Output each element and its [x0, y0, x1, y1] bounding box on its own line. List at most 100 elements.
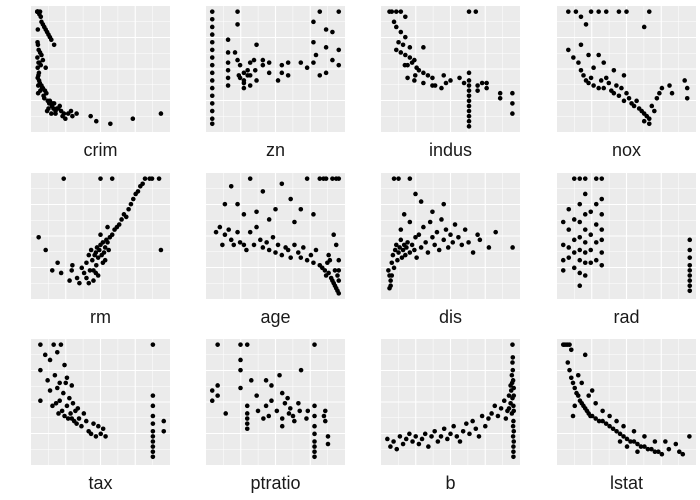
data-point	[388, 278, 393, 283]
data-point	[336, 257, 342, 263]
data-point	[223, 411, 229, 416]
data-point	[37, 9, 43, 14]
data-point	[393, 24, 399, 30]
data-point	[461, 80, 467, 86]
data-point	[50, 403, 55, 409]
data-point	[247, 229, 253, 235]
data-point	[93, 118, 99, 124]
data-point	[577, 257, 583, 263]
data-point	[687, 263, 693, 268]
data-point	[448, 232, 453, 238]
data-point	[393, 9, 399, 14]
data-point	[264, 240, 269, 245]
data-point	[566, 227, 572, 232]
panel-dis: dis	[381, 173, 520, 327]
data-point	[150, 449, 156, 454]
data-point	[567, 342, 572, 347]
data-point	[222, 232, 228, 238]
panel-label: dis	[439, 307, 462, 327]
data-point	[466, 78, 472, 83]
data-point	[645, 446, 651, 452]
data-point	[41, 96, 47, 101]
data-point	[36, 234, 41, 240]
data-point	[106, 247, 111, 253]
data-point	[577, 283, 583, 288]
data-point	[638, 444, 644, 449]
data-point	[427, 219, 433, 225]
data-point	[511, 408, 517, 414]
data-point	[53, 108, 58, 114]
data-point	[450, 240, 456, 245]
data-point	[98, 431, 104, 437]
data-point	[588, 209, 594, 215]
data-point	[296, 400, 301, 406]
data-point	[67, 278, 72, 283]
data-point	[631, 429, 637, 434]
data-point	[646, 121, 652, 127]
data-point	[621, 73, 627, 78]
data-point	[241, 242, 247, 248]
data-point	[588, 247, 594, 253]
data-point	[269, 398, 274, 404]
data-point	[209, 78, 215, 83]
data-point	[285, 395, 290, 401]
data-point	[486, 416, 491, 421]
data-point	[510, 355, 516, 360]
data-point	[475, 83, 480, 88]
data-point	[475, 88, 480, 93]
data-point	[251, 242, 257, 248]
data-point	[93, 263, 99, 268]
data-point	[336, 62, 342, 68]
data-point	[571, 237, 577, 243]
data-point	[475, 232, 480, 238]
data-point	[277, 372, 282, 378]
data-point	[425, 73, 431, 78]
data-point	[571, 250, 577, 255]
data-point	[642, 434, 647, 439]
data-point	[497, 96, 503, 101]
data-point	[150, 342, 156, 347]
data-point	[510, 434, 516, 439]
data-point	[45, 378, 50, 383]
data-point	[571, 176, 577, 181]
data-point	[312, 454, 317, 460]
data-point	[611, 67, 617, 73]
data-point	[232, 50, 238, 55]
data-point	[577, 247, 583, 253]
data-point	[247, 60, 253, 65]
data-point	[77, 280, 82, 286]
data-point	[510, 423, 516, 429]
data-point	[649, 103, 655, 109]
data-point	[150, 403, 156, 409]
data-point	[400, 441, 406, 447]
data-point	[560, 242, 566, 248]
data-point	[70, 400, 76, 406]
data-point	[62, 413, 67, 419]
data-point	[254, 42, 259, 48]
data-point	[426, 444, 431, 449]
data-point	[631, 439, 637, 444]
data-point	[441, 201, 447, 207]
data-point	[102, 245, 108, 250]
data-point	[330, 29, 335, 35]
data-point	[470, 418, 475, 424]
data-point	[582, 240, 588, 245]
data-point	[57, 380, 62, 386]
data-point	[425, 250, 431, 255]
data-point	[588, 232, 594, 238]
data-point	[511, 418, 516, 424]
data-point	[430, 234, 435, 240]
data-point	[100, 240, 106, 245]
data-point	[36, 60, 41, 65]
data-point	[568, 347, 574, 353]
data-point	[105, 224, 110, 230]
panel-label: indus	[429, 140, 472, 160]
data-point	[405, 240, 410, 245]
data-point	[244, 342, 250, 347]
data-point	[109, 176, 115, 181]
data-point	[628, 439, 633, 444]
data-point	[244, 426, 250, 432]
data-point	[248, 378, 254, 383]
data-point	[641, 24, 647, 30]
data-point	[510, 367, 516, 373]
